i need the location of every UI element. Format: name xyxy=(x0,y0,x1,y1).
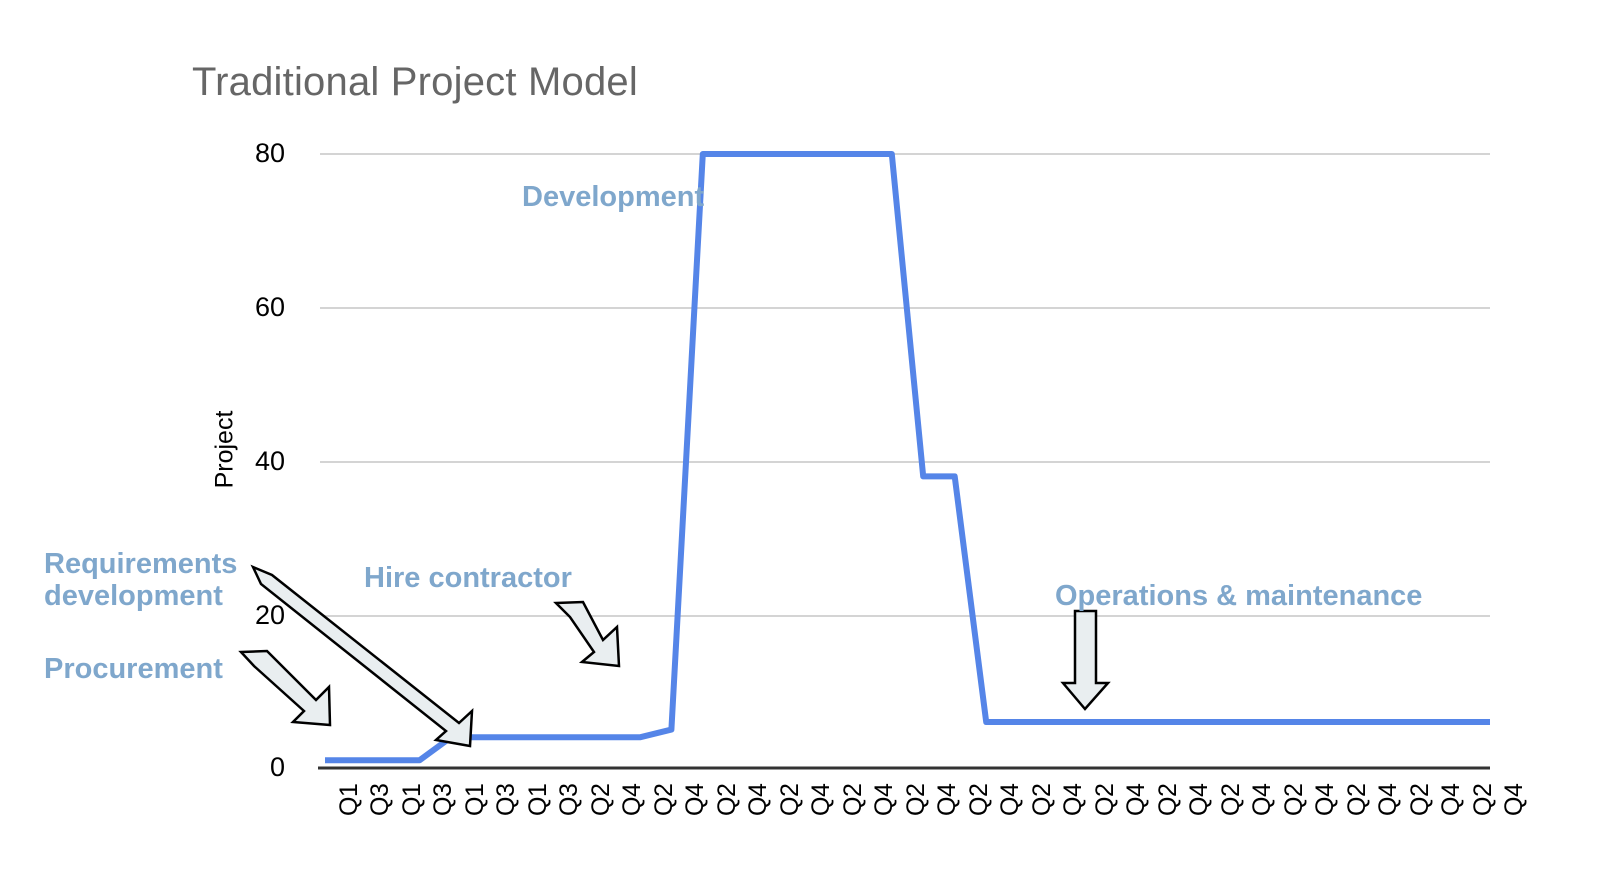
requirements-development-arrow xyxy=(250,564,474,748)
x-tick-label: Q2 xyxy=(1342,783,1371,816)
y-tick-label-80: 80 xyxy=(254,138,285,168)
x-tick-label: Q1 xyxy=(397,783,426,816)
operations-maintenance-arrow xyxy=(1060,609,1111,711)
annotation-development: Development xyxy=(522,181,705,213)
y-tick-label-60: 60 xyxy=(254,292,285,322)
x-tick-label: Q2 xyxy=(1279,783,1308,816)
x-tick-label: Q4 xyxy=(744,783,773,816)
data-series-line xyxy=(325,151,1490,764)
x-tick-label: Q3 xyxy=(366,783,395,816)
y-axis-title: Project xyxy=(210,410,239,489)
gridlines xyxy=(320,153,1490,617)
x-tick-label: Q2 xyxy=(838,783,867,816)
chart-title: Traditional Project Model xyxy=(192,60,638,104)
x-tick-label: Q2 xyxy=(1090,783,1119,816)
x-tick-label: Q4 xyxy=(618,783,647,816)
x-tick-label: Q1 xyxy=(523,783,552,816)
x-tick-label: Q4 xyxy=(1122,783,1151,816)
y-tick-label-20: 20 xyxy=(254,600,285,630)
x-tick-label: Q4 xyxy=(870,783,899,816)
x-tick-label: Q4 xyxy=(996,783,1025,816)
x-tick-label: Q4 xyxy=(807,783,836,816)
hire-contractor-arrow xyxy=(553,600,621,668)
x-tick-label: Q2 xyxy=(1216,783,1245,816)
x-tick-label: Q4 xyxy=(1185,783,1214,816)
annotation-requirements-development: Requirements development xyxy=(44,548,238,613)
x-tick-label: Q3 xyxy=(492,783,521,816)
x-tick-label: Q2 xyxy=(901,783,930,816)
procurement-arrow xyxy=(238,649,332,727)
x-tick-label: Q4 xyxy=(1311,783,1340,816)
x-tick-label: Q2 xyxy=(1153,783,1182,816)
x-tick-label: Q4 xyxy=(1248,783,1277,816)
x-tick-label: Q3 xyxy=(429,783,458,816)
x-tick-label: Q2 xyxy=(964,783,993,816)
x-tick-label: Q2 xyxy=(712,783,741,816)
annotation-procurement: Procurement xyxy=(44,653,223,685)
x-tick-label: Q1 xyxy=(335,783,363,816)
x-tick-label: Q2 xyxy=(1027,783,1056,816)
x-tick-label: Q4 xyxy=(1374,783,1403,816)
x-tick-label: Q4 xyxy=(1437,783,1466,816)
annotation-arrows xyxy=(238,564,1111,748)
x-tick-label: Q2 xyxy=(775,783,804,816)
x-tick-label: Q4 xyxy=(1059,783,1088,816)
annotation-hire-contractor: Hire contractor xyxy=(364,562,572,594)
y-tick-marks xyxy=(320,153,340,617)
x-tick-label: Q2 xyxy=(586,783,615,816)
x-tick-label: Q4 xyxy=(681,783,710,816)
x-tick-label: Q2 xyxy=(1405,783,1434,816)
annotation-operations-maintenance: Operations & maintenance xyxy=(1055,580,1423,612)
y-tick-label-40: 40 xyxy=(254,446,285,476)
x-tick-label: Q2 xyxy=(649,783,678,816)
x-tick-label: Q1 xyxy=(460,783,489,816)
x-tick-label: Q4 xyxy=(1500,783,1528,816)
x-tick-label: Q2 xyxy=(1468,783,1497,816)
x-tick-label: Q4 xyxy=(933,783,962,816)
x-tick-label: Q3 xyxy=(555,783,584,816)
y-tick-label-0: 0 xyxy=(269,752,285,782)
